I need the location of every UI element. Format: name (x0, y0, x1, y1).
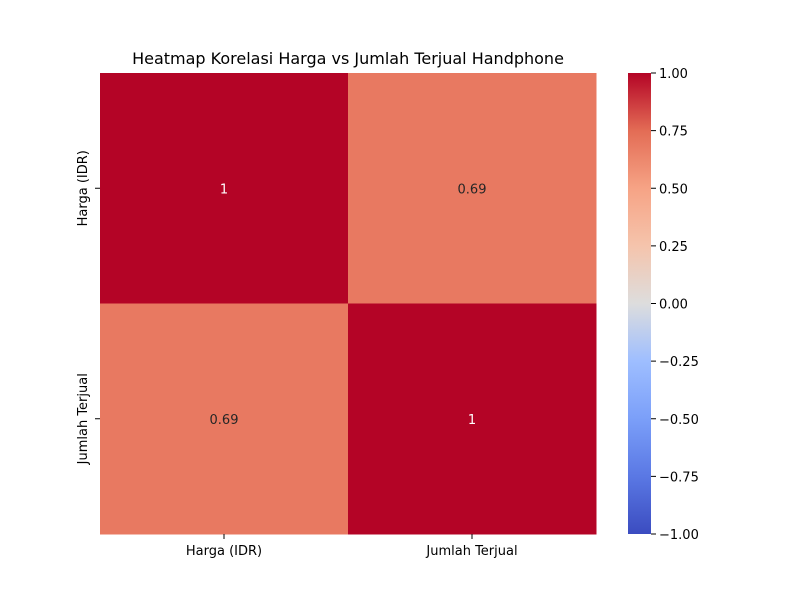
cell-annotation: 1 (468, 413, 476, 428)
colorbar-tick-label: 0.50 (659, 182, 688, 197)
heatmap-cell (100, 303, 349, 535)
heatmap-cell (348, 73, 597, 304)
cell-annotation: 1 (220, 182, 228, 197)
colorbar-ticks: 1.00 0.75 0.50 0.25 0.00 −0.25 −0.50 −0.75 −1.00 (651, 67, 699, 543)
colorbar (628, 73, 651, 534)
colorbar-tick-label: −0.25 (659, 355, 699, 370)
colorbar-tick-label: −0.75 (659, 470, 699, 485)
heatmap-cell (348, 303, 597, 535)
chart-title: Heatmap Korelasi Harga vs Jumlah Terjual… (132, 49, 564, 68)
colorbar-tick-label: 1.00 (659, 67, 688, 82)
heatmap-cells (100, 73, 597, 535)
colorbar-tick-label: −0.50 (659, 413, 699, 428)
colorbar-tick-label: 0.75 (659, 125, 688, 140)
colorbar-tick-label: 0.00 (659, 298, 688, 313)
colorbar-gradient (628, 73, 651, 534)
y-axis: Harga (IDR) Jumlah Terjual (76, 150, 100, 465)
y-tick-label: Jumlah Terjual (76, 373, 91, 465)
colorbar-tick-label: −1.00 (659, 528, 699, 543)
cell-annotation: 0.69 (210, 413, 239, 428)
x-axis: Harga (IDR) Jumlah Terjual (186, 534, 518, 559)
heatmap-cell (100, 73, 349, 304)
x-tick-label: Jumlah Terjual (425, 544, 517, 559)
x-tick-label: Harga (IDR) (186, 544, 262, 559)
cell-annotation: 0.69 (458, 182, 487, 197)
cell-annotations: 1 0.69 0.69 1 (210, 182, 487, 428)
colorbar-tick-label: 0.25 (659, 240, 688, 255)
y-tick-label: Harga (IDR) (76, 150, 91, 226)
